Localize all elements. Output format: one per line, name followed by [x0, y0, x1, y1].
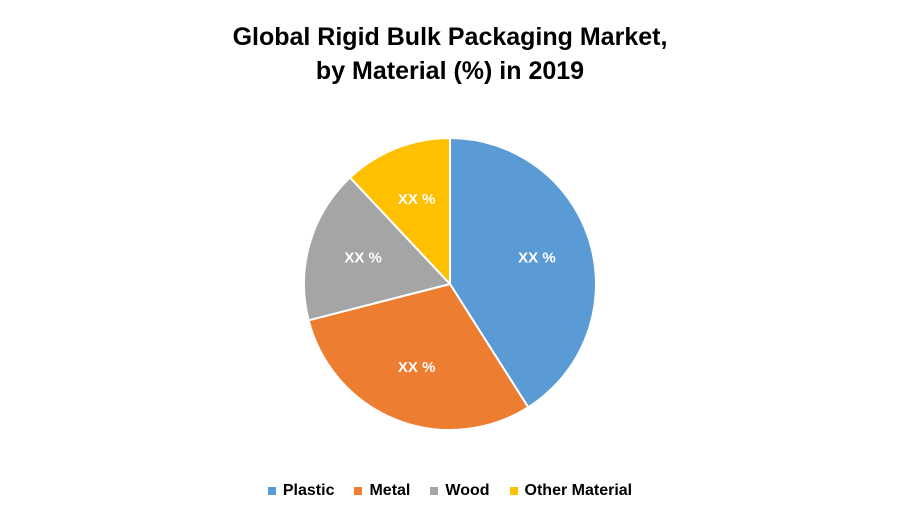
chart-legend: Plastic Metal Wood Other Material	[0, 482, 900, 500]
data-label-other-material: XX %	[398, 191, 436, 208]
legend-swatch-metal	[354, 487, 363, 495]
data-label-wood: XX %	[344, 250, 382, 267]
data-label-metal: XX %	[398, 359, 436, 376]
legend-item-plastic: Plastic	[267, 482, 335, 500]
legend-swatch-wood	[430, 487, 439, 495]
legend-swatch-other-material	[509, 487, 518, 495]
legend-swatch-plastic	[267, 487, 276, 495]
data-label-plastic: XX %	[518, 250, 556, 267]
legend-label-wood: Wood	[445, 482, 490, 499]
pie-slice-other-material	[349, 137, 451, 285]
chart-title-line-1: Global Rigid Bulk Packaging Market,	[232, 23, 668, 51]
chart-title: Global Rigid Bulk Packaging Market, by M…	[0, 20, 900, 88]
legend-label-plastic: Plastic	[282, 482, 335, 499]
legend-item-wood: Wood	[430, 482, 490, 500]
legend-label-metal: Metal	[369, 482, 411, 499]
legend-item-other-material: Other Material	[509, 482, 633, 500]
legend-label-other-material: Other Material	[524, 482, 633, 499]
chart-title-line-2: by Material (%) in 2019	[315, 57, 585, 85]
pie-slice-metal	[307, 283, 530, 431]
legend-item-metal: Metal	[354, 482, 410, 500]
pie-slice-wood	[303, 176, 451, 322]
